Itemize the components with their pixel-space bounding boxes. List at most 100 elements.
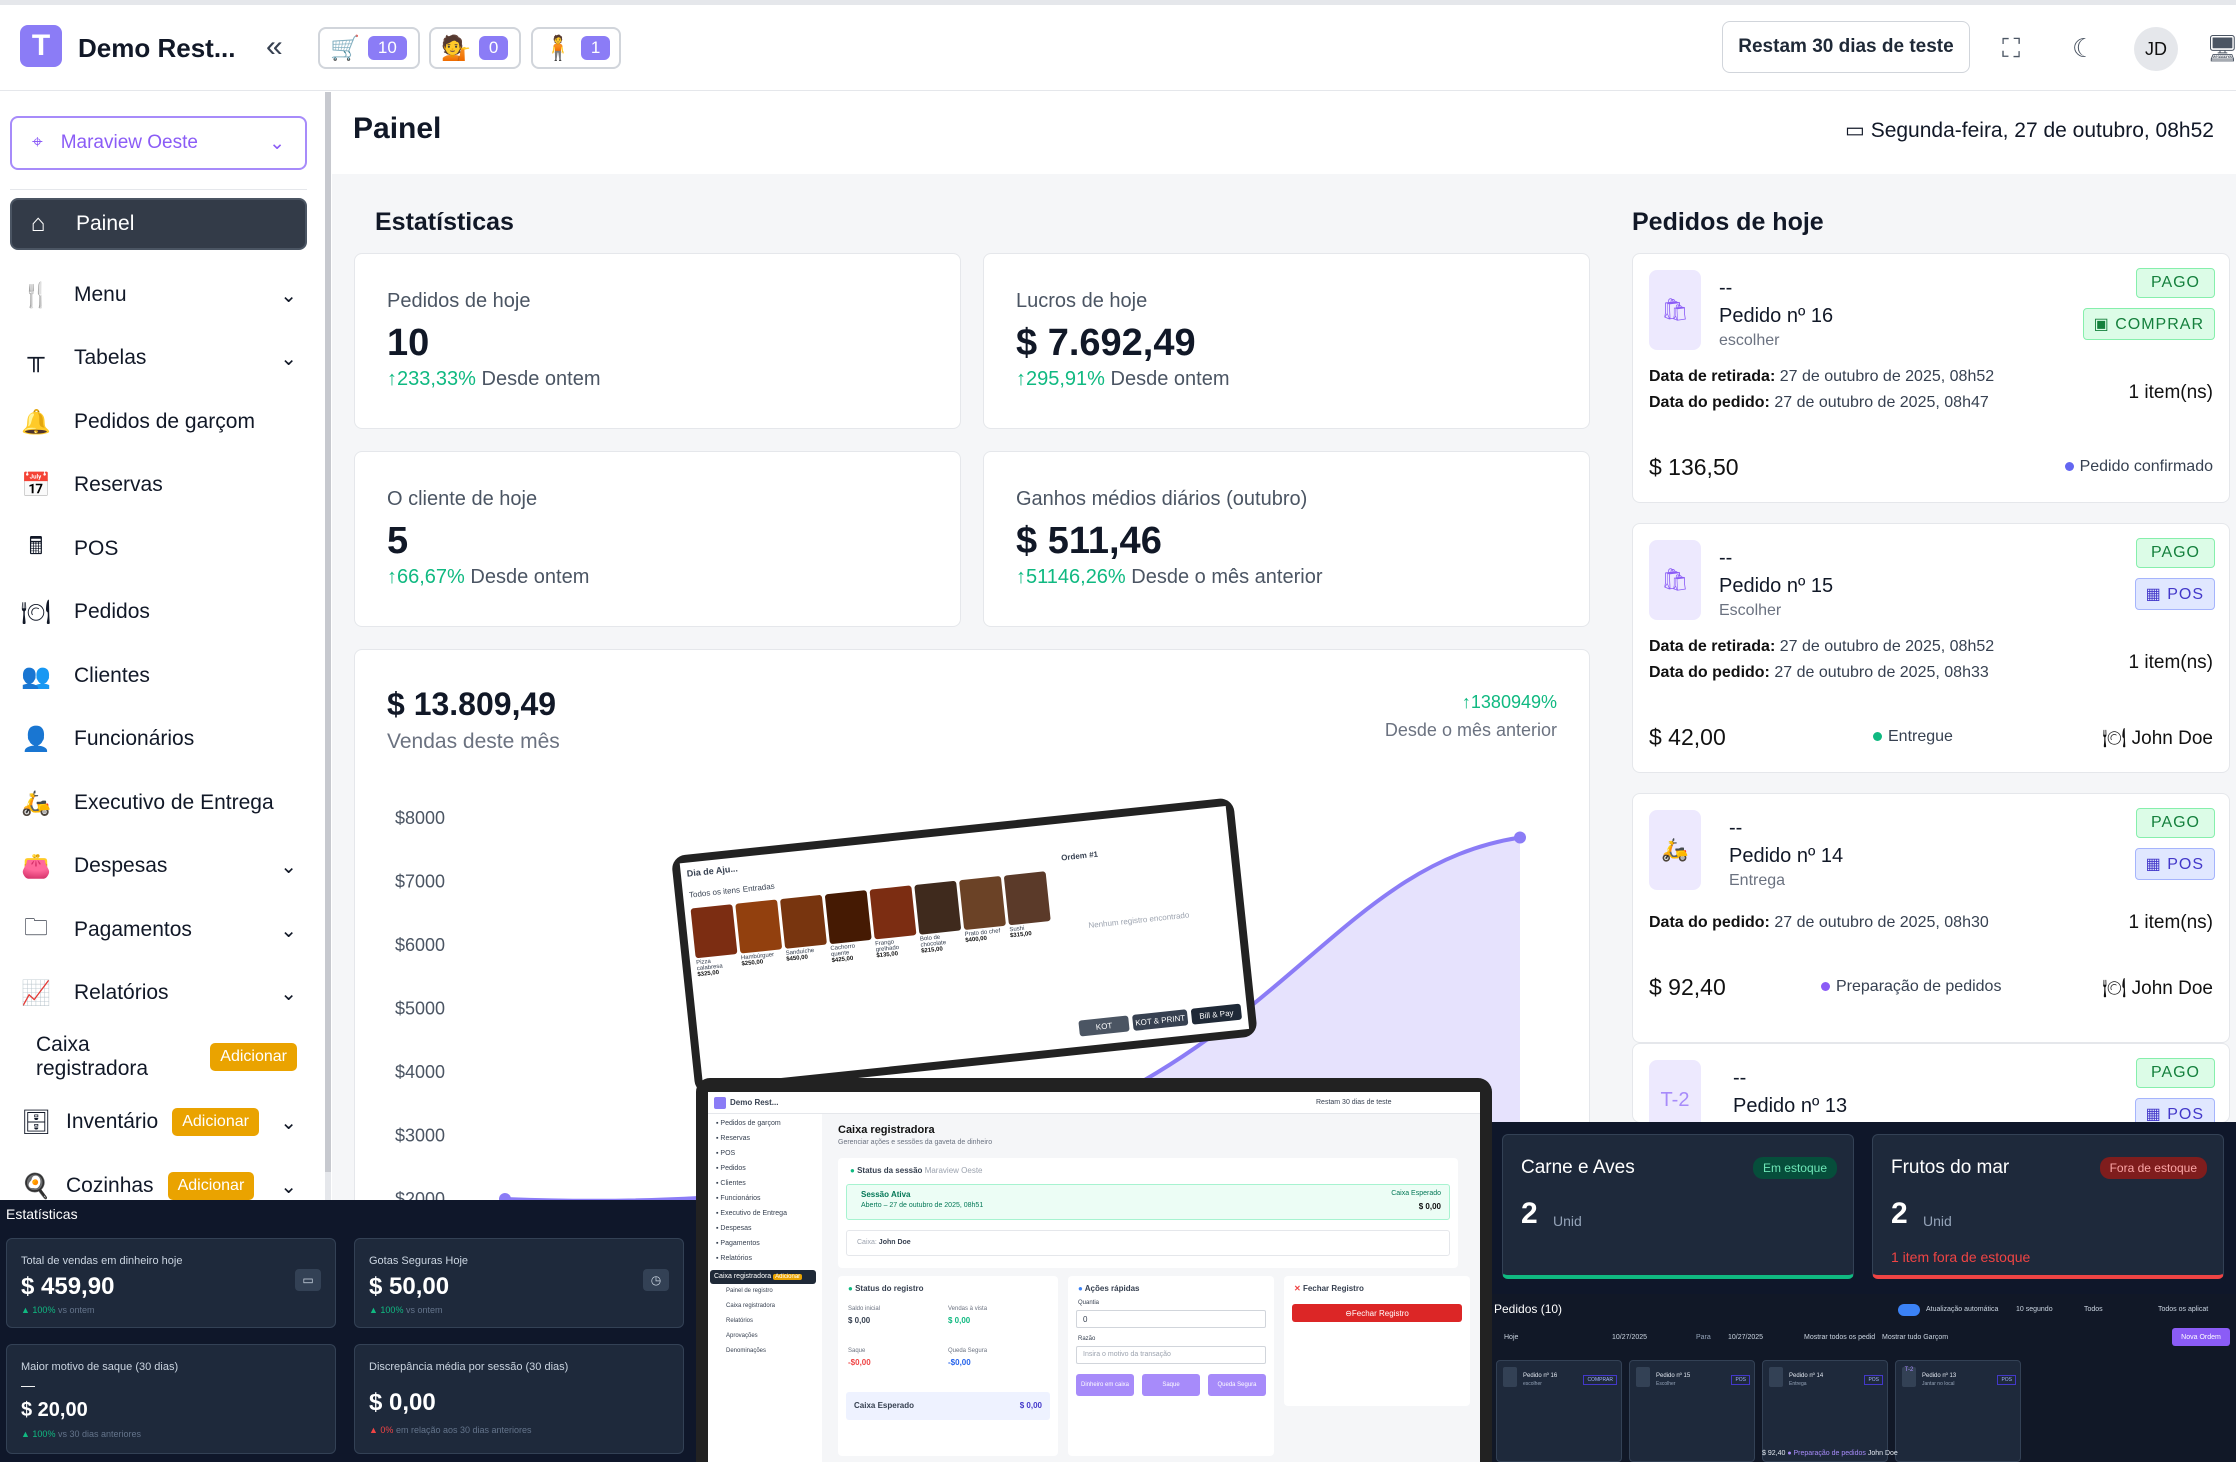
dark-order-card[interactable]: Pedido nº 16 escolher COMPRAR <box>1496 1360 1622 1462</box>
scooter-icon: 🛵 <box>1649 810 1701 890</box>
sidebar-item-pagamentos[interactable]: 🗀 Pagamentos ⌄ <box>10 904 307 956</box>
stat-label: Ganhos médios diários (outubro) <box>1016 488 1308 510</box>
order-price: $ 136,50 <box>1649 454 1739 480</box>
dark-order-tag: POS <box>1997 1375 2016 1385</box>
cash-nav-item[interactable]: ▪ Despesas <box>716 1225 752 1232</box>
sidebar-item-despesas[interactable]: 👛 Despesas ⌄ <box>10 840 307 892</box>
sidebar-item-label: Caixa registradora <box>36 1033 149 1080</box>
cash-subnav-item[interactable]: Aprovações <box>726 1333 758 1339</box>
chevron-down-icon: ⌄ <box>280 1175 297 1198</box>
location-selector[interactable]: ⌖ Maraview Oeste ⌄ <box>10 116 307 170</box>
new-order-button[interactable]: Nova Ordem <box>2172 1328 2230 1346</box>
order-date: Data do pedido: 27 de outubro de 2025, 0… <box>1649 914 1989 931</box>
sidebar-item-label: Despesas <box>74 854 168 877</box>
chevron-down-icon: ⌄ <box>280 284 297 307</box>
cash-in-button[interactable]: Dinheiro em caixa <box>1076 1374 1134 1396</box>
staff-icon: 👤 <box>21 725 51 753</box>
pos-menu-item[interactable]: Cachorro quente $425,00 <box>824 890 877 994</box>
cash-subnav-item[interactable]: Caixa registradora <box>726 1303 776 1309</box>
order-card-16[interactable]: 🛍 -- Pedido nº 16 escolher PAGO ▣ COMPRAR… <box>1632 253 2230 503</box>
cash-nav-item[interactable]: ▪ Pagamentos <box>716 1240 760 1247</box>
bell-icon: 🔔 <box>21 408 51 436</box>
cash-nav-item[interactable]: ▪ Executivo de Entrega <box>716 1210 787 1217</box>
dark-mode-icon[interactable]: ☾ <box>2072 33 2096 63</box>
add-badge[interactable]: Adicionar <box>167 1172 255 1200</box>
order-card-13[interactable]: T-2 -- Pedido nº 13 PAGO ▦ POS <box>1632 1043 2230 1123</box>
pos-menu-item[interactable]: Hambúrguer $250,00 <box>735 899 787 1003</box>
collapse-sidebar-icon[interactable]: « <box>266 30 283 63</box>
sidebar-item-executivo-entrega[interactable]: 🛵 Executivo de Entrega <box>10 777 307 829</box>
monitor-icon[interactable]: 🖥 <box>2206 33 2236 63</box>
sidebar-item-cozinhas[interactable]: 🍳 Cozinhas Adicionar ⌄ <box>10 1160 307 1212</box>
cash-nav-item[interactable]: ▪ POS <box>716 1150 736 1157</box>
pos-menu-item[interactable]: Bolo de chocolate $215,00 <box>914 880 966 985</box>
cash-nav-item[interactable]: ▪ Pedidos de garçom <box>716 1120 781 1127</box>
cash-subnav-item[interactable]: Painel de registro <box>726 1288 773 1294</box>
dark-order-card[interactable]: Pedido nº 14 Entrega POS <box>1762 1360 1888 1462</box>
cash-nav-item[interactable]: ▪ Pedidos <box>716 1165 746 1172</box>
safe-drop-button[interactable]: Queda Segura <box>1208 1374 1266 1396</box>
pos-menu-item[interactable]: Prato do chef $400,00 <box>959 875 1011 980</box>
auto-update-toggle[interactable] <box>1898 1304 1920 1316</box>
fullscreen-icon[interactable]: ⛶ <box>2002 33 2021 63</box>
sidebar-item-relatorios[interactable]: 📈 Relatórios ⌄ <box>10 967 307 1019</box>
pos-kot-button[interactable]: KOT <box>1078 1015 1130 1037</box>
sidebar-item-tabelas[interactable]: ╥ Tabelas ⌄ <box>10 332 307 384</box>
close-register-button[interactable]: ⊖ Fechar Registro <box>1292 1304 1462 1322</box>
cart-orders-counter[interactable]: 🛒 10 <box>318 27 420 69</box>
order-card-15[interactable]: 🛍 -- Pedido nº 15 Escolher PAGO ▦ POS Dat… <box>1632 523 2230 773</box>
sidebar-item-caixa-registradora[interactable]: Caixa registradora Adicionar <box>10 1031 307 1083</box>
dark-order-card[interactable]: Pedido nº 15 Escolher POS <box>1629 1360 1755 1462</box>
sidebar-item-menu[interactable]: 🍴 Menu ⌄ <box>10 269 307 321</box>
order-card-14[interactable]: 🛵 -- Pedido nº 14 Entrega PAGO ▦ POS Data… <box>1632 793 2230 1043</box>
sidebar-item-label: Funcionários <box>74 727 195 750</box>
pickup-date: Data de retirada: 27 de outubro de 2025,… <box>1649 638 1995 655</box>
sidebar-item-pedidos-garcom[interactable]: 🔔 Pedidos de garçom <box>10 396 307 448</box>
cash-nav-item[interactable]: ▪ Relatórios <box>716 1255 752 1262</box>
add-badge[interactable]: Adicionar <box>210 1043 297 1071</box>
pos-menu-item[interactable]: Pizza calabresa $325,00 <box>690 904 742 1008</box>
pos-icon: ▦ <box>2145 586 2162 603</box>
sidebar-item-pos[interactable]: 🖩 POS <box>10 523 307 575</box>
pos-bill-pay-button[interactable]: Bill & Pay <box>1190 1003 1243 1025</box>
cash-nav-active-badge: Adicionar <box>773 1274 803 1280</box>
cash-nav-item[interactable]: ▪ Reservas <box>716 1135 750 1142</box>
scooter-icon: 🛵 <box>21 789 51 817</box>
dark-order-card[interactable]: T-2 Pedido nº 13 Jantar no local POS <box>1895 1360 2021 1462</box>
pos-menu-item[interactable]: Sanduíche $450,00 <box>779 894 832 999</box>
sidebar-item-clientes[interactable]: 👥 Clientes <box>10 650 307 702</box>
withdraw-button[interactable]: Saque <box>1142 1374 1200 1396</box>
cash-nav-active[interactable]: Caixa registradora Adicionar <box>710 1270 816 1284</box>
page-title: Painel <box>353 112 442 145</box>
sidebar-item-pedidos[interactable]: 🍽 Pedidos <box>10 586 307 638</box>
sidebar-item-inventario[interactable]: 🗄 Inventário Adicionar ⌄ <box>10 1096 307 1148</box>
delivery-counter[interactable]: 🧍 1 <box>531 27 621 69</box>
order-items: 1 item(ns) <box>2128 652 2213 673</box>
waiter-requests-counter[interactable]: 💁 0 <box>429 27 521 69</box>
pos-kot-print-button[interactable]: KOT & PRINT <box>1132 1009 1189 1031</box>
pos-menu-item[interactable]: Sushi $315,00 <box>1003 871 1056 975</box>
chevron-down-icon: ⌄ <box>269 132 285 154</box>
cash-nav-item[interactable]: ▪ Funcionários <box>716 1195 761 1202</box>
order-title: -- Pedido nº 16 <box>1719 277 1834 327</box>
order-title: -- Pedido nº 14 <box>1729 817 1844 867</box>
cash-nav-item[interactable]: ▪ Clientes <box>716 1180 746 1187</box>
cash-subnav-item[interactable]: Relatórios <box>726 1318 754 1324</box>
stat-card-avg-earnings: Ganhos médios diários (outubro) $ 511,46… <box>983 451 1590 627</box>
sales-value: $ 13.809,49 <box>387 686 557 722</box>
sidebar-item-label: Clientes <box>74 664 150 687</box>
sales-point-1 <box>1514 831 1526 844</box>
trial-button[interactable]: Restam 30 dias de teste <box>1722 21 1970 73</box>
waiter-count: 0 <box>478 36 509 60</box>
pos-menu-item[interactable]: Frango grelhado $135,00 <box>869 885 921 989</box>
cash-subnav-item[interactable]: Denominações <box>726 1348 767 1354</box>
sidebar-item-reservas[interactable]: 📅 Reservas <box>10 459 307 511</box>
user-avatar[interactable]: JD <box>2134 27 2178 71</box>
stat-delta: ↑66,67% Desde ontem <box>387 566 590 588</box>
sidebar-item-funcionarios[interactable]: 👤 Funcionários <box>10 713 307 765</box>
paid-badge: PAGO <box>2135 1058 2215 1088</box>
sidebar-item-painel[interactable]: ⌂ Painel <box>10 198 307 250</box>
sidebar-item-label: Inventário <box>66 1110 159 1133</box>
sidebar-scrollbar-thumb[interactable] <box>325 92 331 1172</box>
add-badge[interactable]: Adicionar <box>172 1108 259 1136</box>
